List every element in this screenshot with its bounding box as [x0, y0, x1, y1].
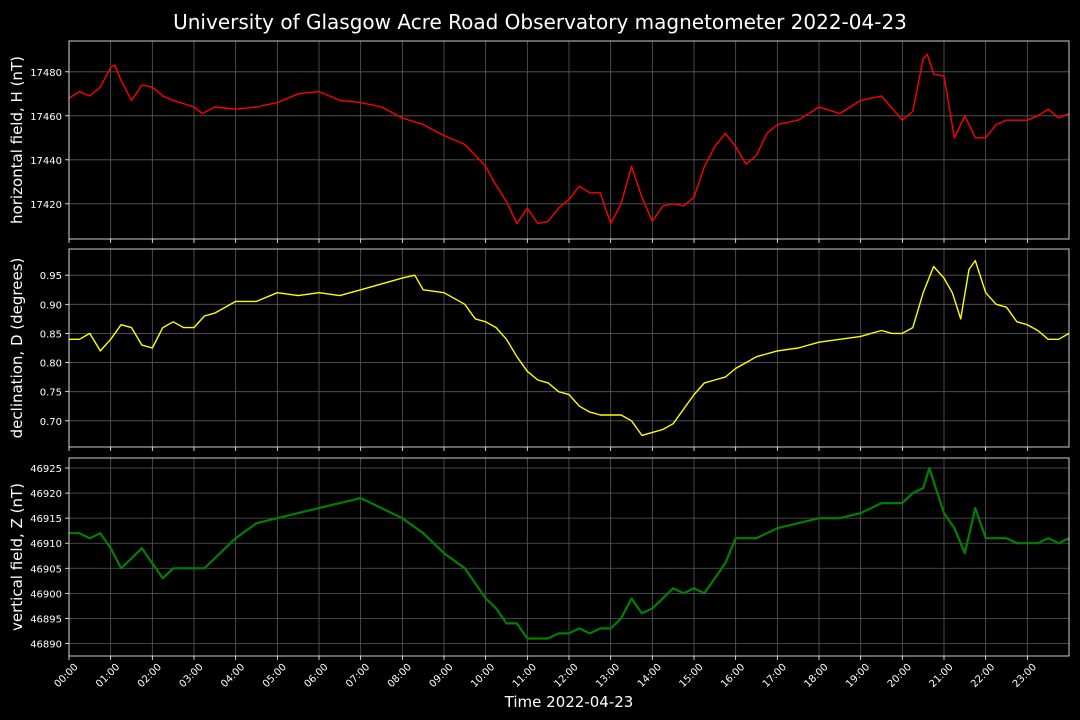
y-tick-label: 46920 [30, 489, 62, 500]
y-tick-label: 0.95 [40, 271, 62, 282]
y-tick-label: 17480 [30, 68, 62, 79]
x-axis-label: Time 2022-04-23 [504, 693, 634, 711]
y-tick-label: 46890 [30, 639, 62, 650]
y-tick-label: 0.80 [40, 359, 62, 370]
y-tick-label: 0.70 [40, 417, 62, 428]
y-tick-label: 17440 [30, 156, 62, 167]
y-axis-label: horizontal field, H (nT) [8, 56, 26, 224]
panel-1: 17420 17440 17460 17480 horizontal field, H … [8, 40, 1070, 243]
y-tick-label: 17420 [30, 200, 62, 211]
y-tick-label: 0.85 [40, 329, 62, 340]
y-tick-label: 46925 [30, 464, 62, 475]
y-tick-label: 0.90 [40, 300, 62, 311]
chart-title: University of Glasgow Acre Road Observat… [173, 10, 907, 34]
panel-2: 0.70 0.75 0.80 0.85 0.90 0.95 declination, D (… [8, 248, 1070, 451]
chart-panels: 17420 17440 17460 17480 horizontal field, H … [8, 40, 1070, 660]
panel-frame [68, 248, 1070, 448]
panel-frame [68, 457, 1070, 657]
series-line-1 [68, 53, 1070, 225]
y-tick-label: 46915 [30, 514, 62, 525]
y-tick-label: 0.75 [40, 388, 62, 399]
y-tick-label: 46910 [30, 539, 62, 550]
y-axis-label: vertical field, Z (nT) [8, 483, 26, 631]
series-line-2 [69, 259, 1070, 437]
series-line-3 [69, 466, 1070, 640]
panel-3: 46890 46895 46900 46905 46910 46915 46920 46925… [8, 457, 1070, 660]
y-tick-label: 46895 [30, 614, 62, 625]
y-tick-label: 46900 [30, 589, 62, 600]
y-tick-label: 17460 [30, 112, 62, 123]
panel-frame [68, 40, 1070, 240]
y-axis-label: declination, D (degrees) [8, 258, 26, 439]
y-tick-label: 46905 [30, 564, 62, 575]
